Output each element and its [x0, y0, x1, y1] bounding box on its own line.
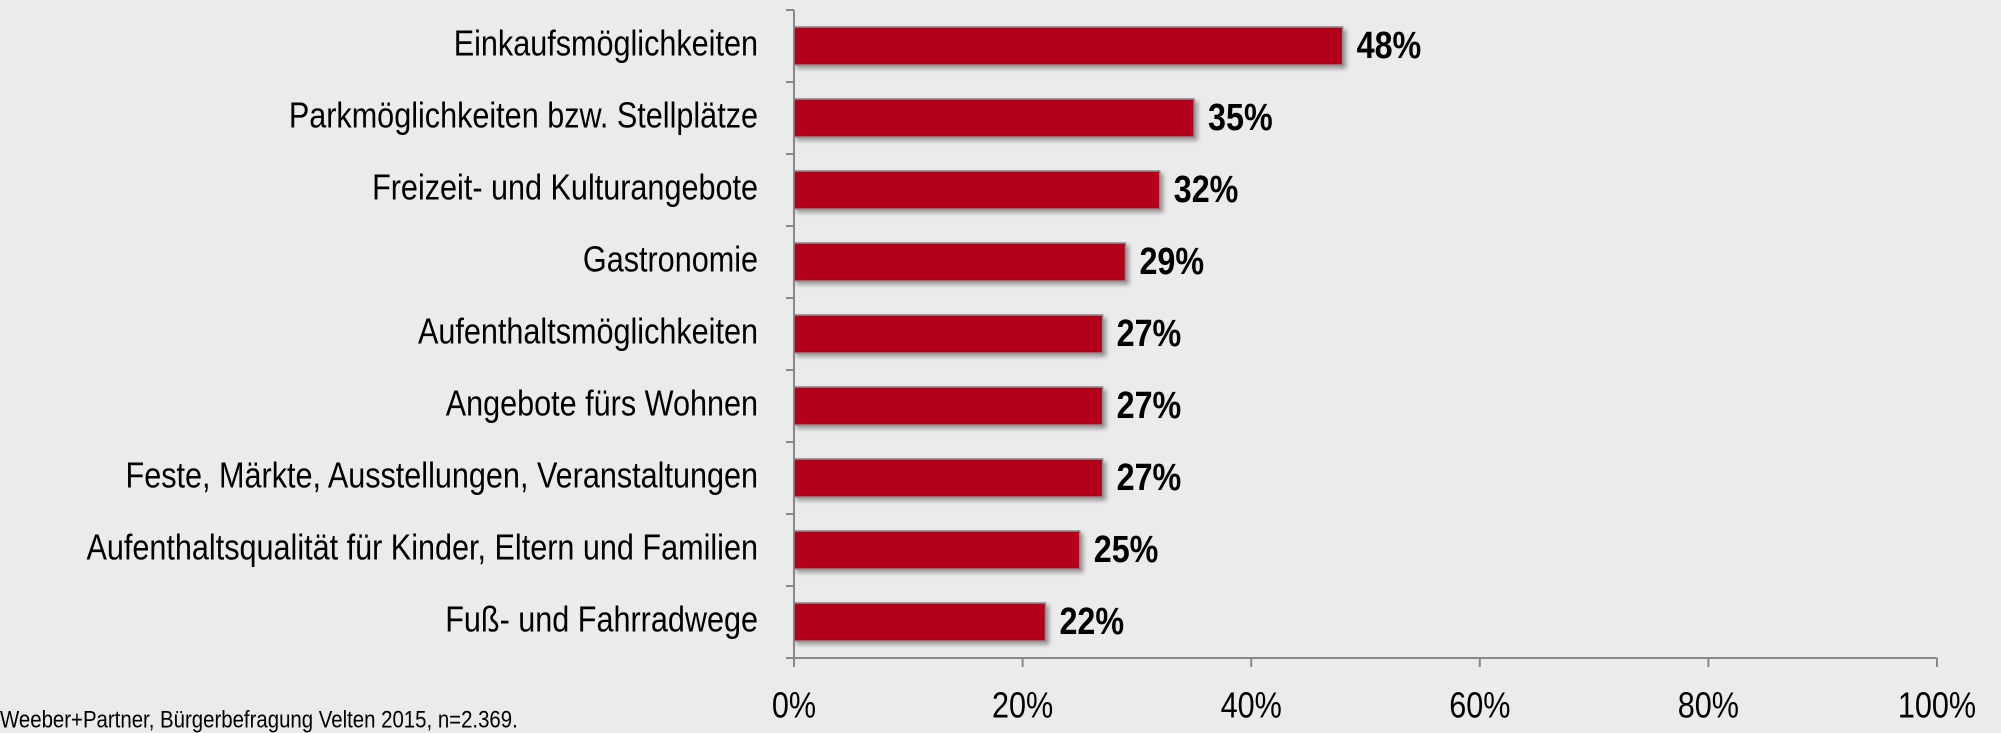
category-label: Gastronomie	[583, 240, 758, 280]
category-label: Einkaufsmöglichkeiten	[454, 24, 758, 64]
bar	[793, 530, 1081, 570]
category-label: Freizeit- und Kulturangebote	[372, 168, 758, 208]
bar	[793, 170, 1161, 210]
category-label: Angebote fürs Wohnen	[446, 384, 758, 424]
x-tick-label: 80%	[1678, 686, 1739, 726]
value-label: 25%	[1094, 529, 1159, 571]
x-tick-label: 100%	[1898, 686, 1976, 726]
x-tick-label: 20%	[992, 686, 1053, 726]
category-label: Aufenthaltsmöglichkeiten	[418, 312, 758, 352]
x-tick-label: 40%	[1221, 686, 1282, 726]
bar	[793, 314, 1104, 354]
x-tick-label: 0%	[772, 686, 816, 726]
value-label: 35%	[1208, 97, 1273, 139]
category-label: Parkmöglichkeiten bzw. Stellplätze	[289, 96, 758, 136]
value-label: 32%	[1174, 169, 1239, 211]
bar	[793, 458, 1104, 498]
value-label: 48%	[1357, 25, 1422, 67]
value-label: 27%	[1117, 313, 1182, 355]
bar	[793, 242, 1127, 282]
bar	[793, 98, 1195, 138]
category-label: Feste, Märkte, Ausstellungen, Veranstalt…	[126, 456, 758, 496]
bar	[793, 602, 1047, 642]
category-label: Aufenthaltsqualität für Kinder, Eltern u…	[86, 528, 758, 568]
bar	[793, 26, 1344, 66]
source-note: Weeber+Partner, Bürgerbefragung Velten 2…	[0, 706, 518, 733]
category-label: Fuß- und Fahrradwege	[445, 600, 758, 640]
x-tick-label: 60%	[1449, 686, 1510, 726]
value-label: 29%	[1139, 241, 1204, 283]
value-label: 27%	[1117, 457, 1182, 499]
value-label: 27%	[1117, 385, 1182, 427]
value-label: 22%	[1059, 601, 1124, 643]
bar	[793, 386, 1104, 426]
